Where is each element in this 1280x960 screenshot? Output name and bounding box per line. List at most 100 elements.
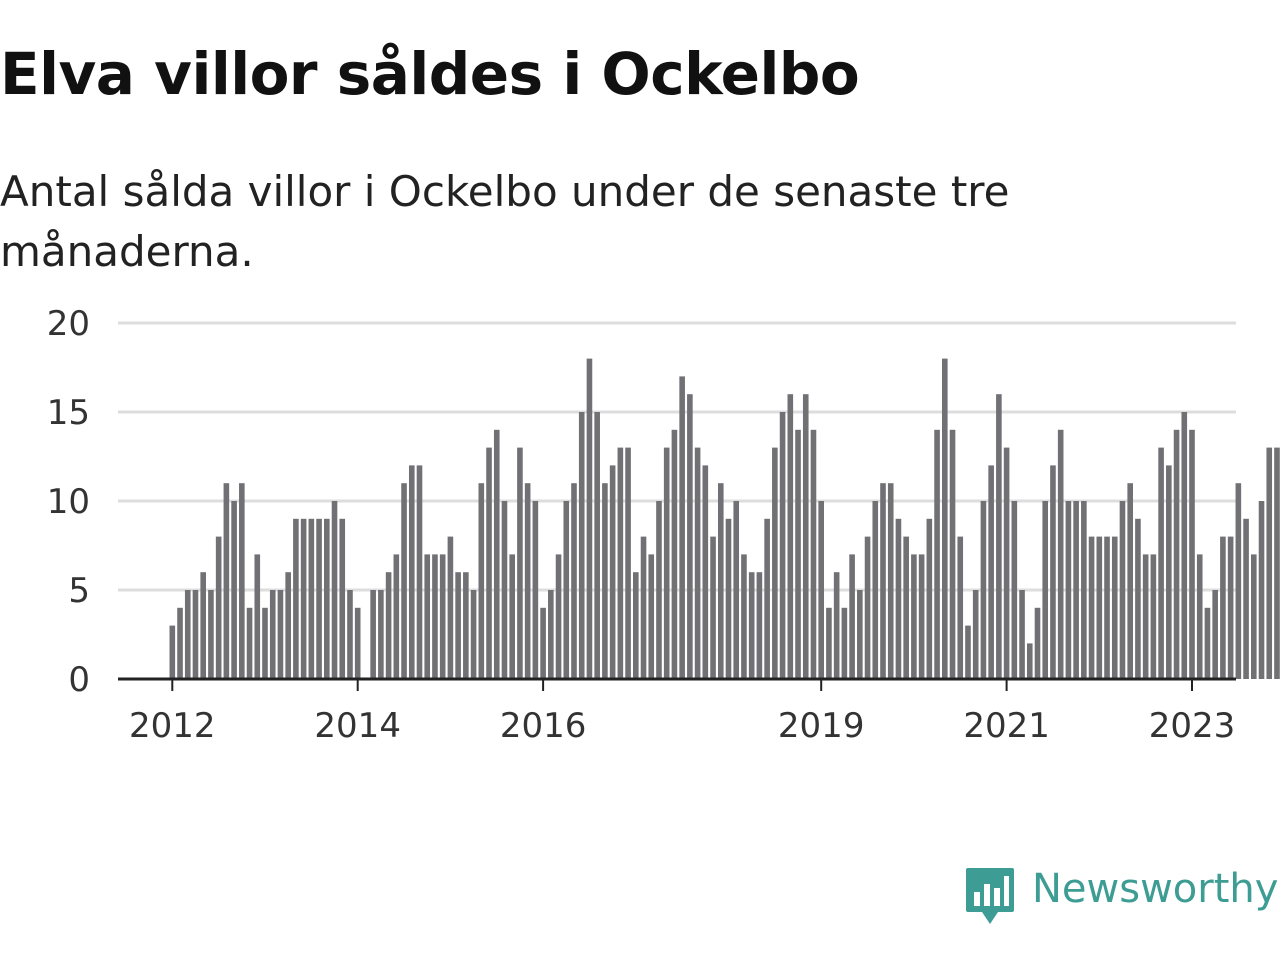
bar xyxy=(957,536,964,679)
bar xyxy=(339,518,346,679)
x-axis xyxy=(118,677,1236,691)
bar xyxy=(663,447,670,679)
bar xyxy=(895,518,902,679)
x-tick-label: 2016 xyxy=(500,706,587,746)
bar xyxy=(169,625,176,679)
bar xyxy=(609,465,616,679)
bar xyxy=(177,607,183,679)
bar xyxy=(872,501,879,679)
bar xyxy=(988,465,994,679)
bar xyxy=(965,625,971,679)
bar xyxy=(563,501,570,679)
bar xyxy=(1142,554,1149,679)
bar xyxy=(501,501,508,679)
bar xyxy=(1243,518,1249,679)
bar xyxy=(548,590,554,679)
bar xyxy=(864,536,871,679)
bar xyxy=(316,518,322,679)
bar xyxy=(833,572,840,679)
bar xyxy=(787,394,794,679)
bar xyxy=(540,607,546,679)
bar xyxy=(231,501,237,679)
y-tick-label: 15 xyxy=(47,393,90,433)
bar xyxy=(717,483,724,679)
bar xyxy=(1135,518,1141,679)
bar xyxy=(262,607,268,679)
bar xyxy=(648,554,655,679)
bar xyxy=(532,501,539,679)
bar xyxy=(524,483,531,679)
bar xyxy=(331,501,338,679)
bar xyxy=(741,554,747,679)
y-tick-label: 20 xyxy=(47,304,90,344)
brand-logo: Newsworthy xyxy=(964,864,1280,928)
bar xyxy=(934,429,940,679)
x-tick-label: 2021 xyxy=(963,706,1050,746)
bar xyxy=(725,518,732,679)
bar xyxy=(1003,447,1010,679)
bar xyxy=(980,501,987,679)
x-axis-ticks: 2012201420162019202120232025 xyxy=(129,706,1236,746)
brand-name: Newsworthy xyxy=(1032,866,1279,912)
bar xyxy=(285,572,291,679)
bar xyxy=(640,536,647,679)
bar xyxy=(841,607,848,679)
bar xyxy=(293,518,299,679)
bar xyxy=(810,429,817,679)
bar xyxy=(802,394,809,679)
bar xyxy=(857,590,863,679)
bar xyxy=(972,590,979,679)
bar xyxy=(1050,465,1056,679)
x-tick-label: 2019 xyxy=(778,706,865,746)
x-tick-label: 2023 xyxy=(1149,706,1236,746)
bar xyxy=(880,483,886,679)
bar xyxy=(694,447,701,679)
bar xyxy=(246,607,253,679)
bar xyxy=(1212,590,1218,679)
bar xyxy=(586,358,593,679)
y-tick-label: 5 xyxy=(68,571,90,611)
bar xyxy=(324,518,330,679)
bar xyxy=(996,394,1002,679)
bar xyxy=(215,536,222,679)
bar xyxy=(710,536,716,679)
bar xyxy=(385,572,392,679)
bar xyxy=(1150,554,1157,679)
bar xyxy=(308,518,315,679)
bar xyxy=(887,483,894,679)
bar xyxy=(347,590,353,679)
bar xyxy=(702,465,709,679)
bar xyxy=(192,590,199,679)
y-tick-label: 0 xyxy=(68,660,90,700)
bar xyxy=(625,447,631,679)
bar xyxy=(918,554,925,679)
bar xyxy=(656,501,662,679)
bar xyxy=(1088,536,1095,679)
x-tick-label: 2012 xyxy=(129,706,216,746)
bar xyxy=(277,590,284,679)
bar xyxy=(478,483,485,679)
bar xyxy=(795,429,801,679)
bar xyxy=(509,554,515,679)
bar xyxy=(1034,607,1041,679)
bar xyxy=(470,590,477,679)
newsworthy-logo-icon xyxy=(966,868,1014,924)
bar xyxy=(1111,536,1118,679)
bar xyxy=(1266,447,1273,679)
bar xyxy=(679,376,685,679)
bar xyxy=(1204,607,1211,679)
bar xyxy=(439,554,446,679)
bar xyxy=(1227,536,1234,679)
bar xyxy=(1081,501,1087,679)
bar xyxy=(555,554,562,679)
bar xyxy=(184,590,191,679)
bars xyxy=(169,358,1280,679)
chart-title: Elva villor såldes i Ockelbo xyxy=(0,40,860,108)
bar xyxy=(578,412,585,679)
x-tick-label: 2014 xyxy=(314,706,401,746)
bar xyxy=(1235,483,1242,679)
bar xyxy=(1127,483,1133,679)
bar xyxy=(594,412,600,679)
bar xyxy=(486,447,492,679)
